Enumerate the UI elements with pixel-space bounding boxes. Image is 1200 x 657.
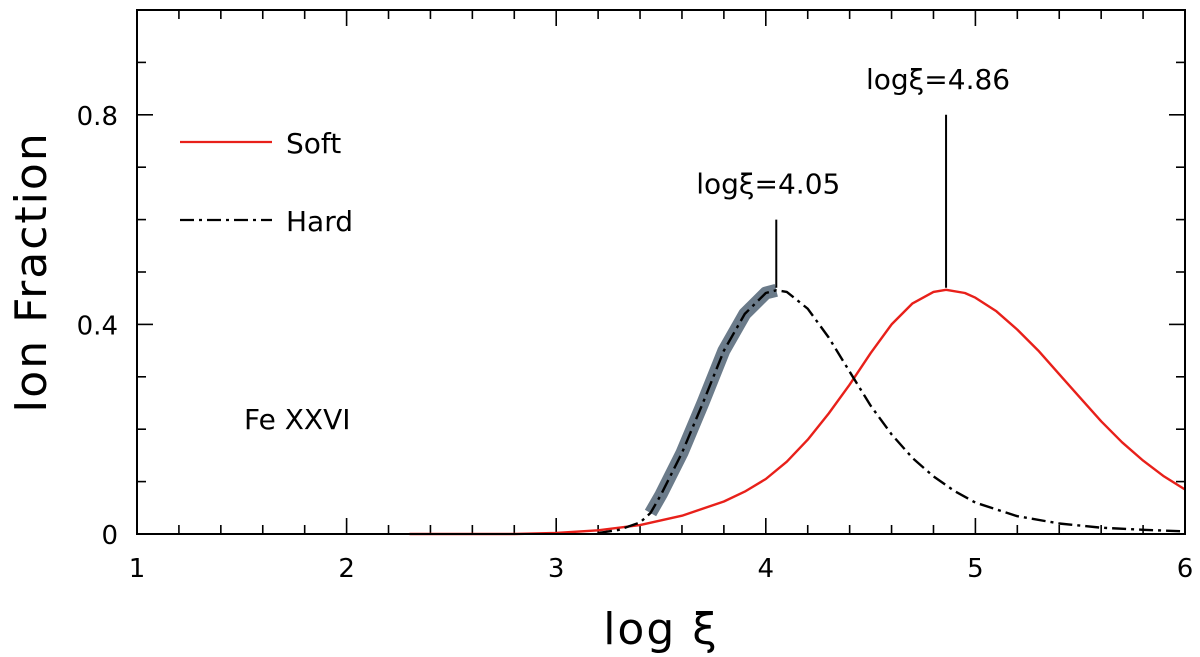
x-tick-labels: 1 2 3 4 5 6 [129, 554, 1194, 584]
legend-soft-label: Soft [286, 127, 341, 160]
legend-hard-label: Hard [286, 205, 353, 238]
plot-frame [136, 9, 1186, 535]
y-axis-title: Ion Fraction [6, 131, 57, 412]
peak-annotations: logξ=4.05 logξ=4.86 [696, 63, 1010, 288]
y-tick-label: 0.4 [77, 311, 118, 341]
x-tick-label: 2 [338, 554, 355, 584]
x-axis-title: log ξ [603, 604, 719, 655]
data-layer [409, 284, 1186, 536]
highlight-band [644, 284, 778, 517]
series-line-soft [409, 288, 1186, 536]
annotation-label: logξ=4.86 [866, 63, 1010, 96]
annotation-label: logξ=4.05 [696, 168, 840, 201]
x-tick-label: 1 [129, 554, 146, 584]
legend: Soft Hard [180, 127, 353, 238]
y-tick-label: 0 [101, 521, 118, 551]
x-tick-label: 4 [758, 554, 775, 584]
x-tick-label: 3 [548, 554, 565, 584]
y-tick-labels: 0 0.4 0.8 [77, 102, 118, 551]
ion-label: Fe XXVI [244, 403, 350, 436]
tick-marks [136, 9, 1186, 535]
y-tick-label: 0.8 [77, 102, 118, 132]
x-tick-label: 5 [967, 554, 984, 584]
x-tick-label: 6 [1177, 554, 1194, 584]
series-line-hard [597, 289, 1186, 535]
